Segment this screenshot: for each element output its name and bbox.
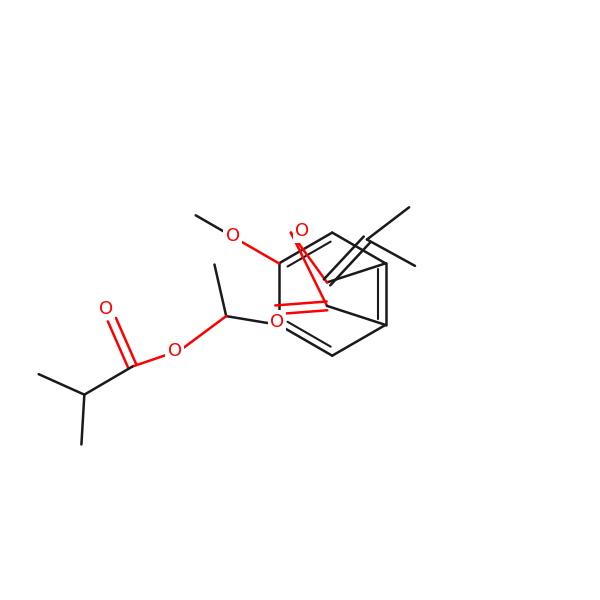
Text: O: O [99, 300, 113, 318]
Text: O: O [226, 227, 239, 245]
Text: O: O [295, 223, 310, 241]
Text: O: O [269, 313, 284, 331]
Text: O: O [167, 342, 182, 360]
